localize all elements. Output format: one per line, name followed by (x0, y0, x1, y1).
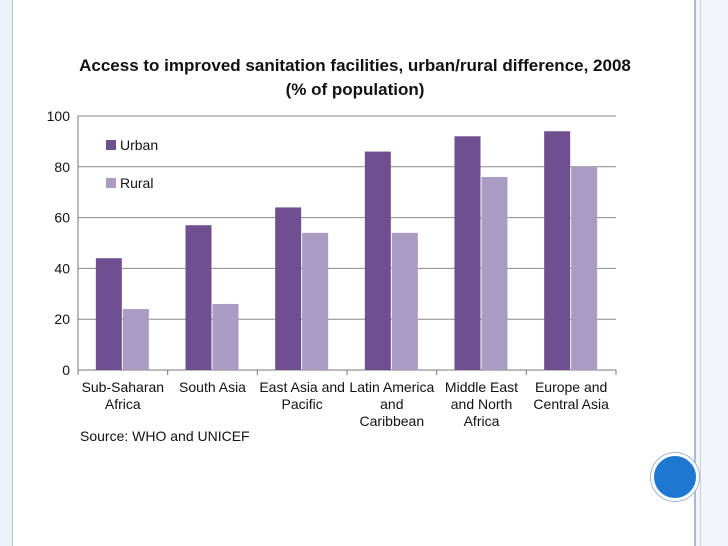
bar-rural (571, 166, 598, 370)
x-tick-label: Sub-Saharan (82, 379, 165, 395)
y-tick-label: 20 (54, 311, 70, 327)
legend-label-urban: Urban (120, 137, 158, 153)
x-tick-label: Latin America (349, 379, 434, 395)
chart-source: Source: WHO and UNICEF (80, 428, 250, 444)
slide-right-border (694, 0, 728, 546)
x-tick-label: Central Asia (533, 396, 609, 412)
x-tick-label: and (380, 396, 403, 412)
bar-rural (212, 303, 239, 370)
legend-label-rural: Rural (120, 175, 153, 191)
bar-urban (95, 258, 122, 370)
y-tick-label: 40 (54, 260, 70, 276)
bar-urban (185, 225, 212, 370)
bar-urban (275, 207, 302, 370)
legend-swatch-rural (106, 178, 116, 188)
chart-subtitle: (% of population) (285, 80, 425, 99)
x-tick-label: Caribbean (360, 413, 425, 429)
bar-rural (391, 232, 418, 370)
bar-rural (122, 309, 149, 370)
chart-title: Access to improved sanitation facilities… (79, 56, 631, 75)
bar-urban (544, 131, 571, 370)
legend-swatch-urban (106, 140, 116, 150)
x-tick-label: and North (451, 396, 512, 412)
y-tick-label: 100 (47, 108, 71, 124)
bar-urban (454, 136, 481, 370)
x-tick-label: Africa (464, 413, 500, 429)
bar-rural (481, 176, 508, 370)
y-tick-label: 60 (54, 210, 70, 226)
bar-rural (302, 232, 329, 370)
y-tick-label: 80 (54, 159, 70, 175)
slide-left-border (0, 0, 13, 546)
y-tick-label: 0 (62, 362, 70, 378)
slide-decoration-circle (651, 453, 699, 501)
x-tick-label: East Asia and (259, 379, 345, 395)
bar-urban (364, 151, 391, 370)
x-tick-label: Pacific (282, 396, 323, 412)
x-tick-label: Middle East (445, 379, 518, 395)
x-tick-label: South Asia (179, 379, 246, 395)
x-tick-label: Africa (105, 396, 141, 412)
x-tick-label: Europe and (535, 379, 607, 395)
